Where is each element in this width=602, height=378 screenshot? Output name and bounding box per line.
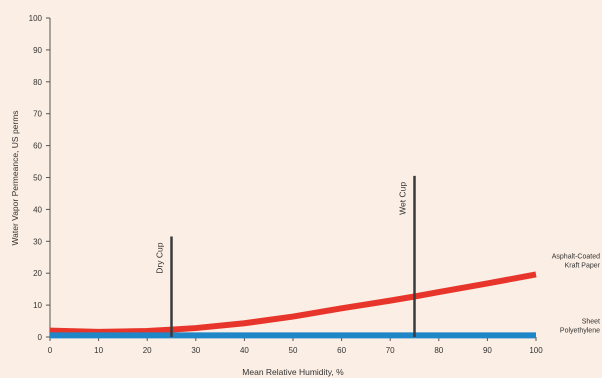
x-tick-label: 80 (434, 346, 443, 355)
series-labels: Asphalt-Coated Kraft Paper Sheet Polyethyle… (552, 253, 601, 334)
y-tick-label: 100 (29, 14, 43, 23)
y-axis-label: Water Vapor Permeance, US perms (10, 110, 20, 245)
series-end-label-line: Kraft Paper (565, 262, 601, 269)
annotation-layer: Dry Cup Wet Cup (155, 175, 416, 337)
x-tick-label: 10 (94, 346, 103, 355)
y-tick-label: 90 (33, 46, 42, 55)
x-tick-label: 40 (240, 346, 249, 355)
y-tick-label: 80 (33, 78, 42, 87)
x-ticks: 0 10 20 30 40 50 60 70 80 90 100 (48, 337, 543, 355)
series-end-label-line: Sheet (582, 318, 600, 325)
x-tick-label: 70 (386, 346, 395, 355)
y-tick-label: 70 (33, 110, 42, 119)
series-line-asphalt-kraft (49, 271, 537, 335)
y-tick-label: 50 (33, 174, 42, 183)
y-tick-label: 10 (33, 301, 42, 310)
y-tick-label: 20 (33, 269, 42, 278)
annotation-label: Wet Cup (398, 182, 408, 215)
series-end-label: Sheet Polyethylene (560, 318, 600, 334)
y-ticks: 0 10 20 30 40 50 60 70 80 90 100 (29, 14, 50, 342)
x-tick-label: 30 (191, 346, 200, 355)
series-end-label-line: Asphalt-Coated (552, 253, 600, 260)
y-tick-label: 0 (38, 333, 43, 342)
x-tick-label: 90 (483, 346, 492, 355)
x-axis-label: Mean Relative Humidity, % (242, 367, 344, 377)
x-tick-label: 50 (289, 346, 298, 355)
x-tick-label: 20 (143, 346, 152, 355)
series-end-label-line: Polyethylene (560, 327, 600, 334)
y-tick-label: 40 (33, 205, 42, 214)
y-tick-label: 30 (33, 237, 42, 246)
series-end-label: Asphalt-Coated Kraft Paper (552, 253, 601, 269)
x-tick-label: 60 (337, 346, 346, 355)
x-tick-label: 100 (529, 346, 543, 355)
annotation-label: Dry Cup (155, 242, 165, 273)
series-layer (49, 271, 537, 339)
y-tick-label: 60 (33, 142, 42, 151)
x-tick-label: 0 (48, 346, 53, 355)
